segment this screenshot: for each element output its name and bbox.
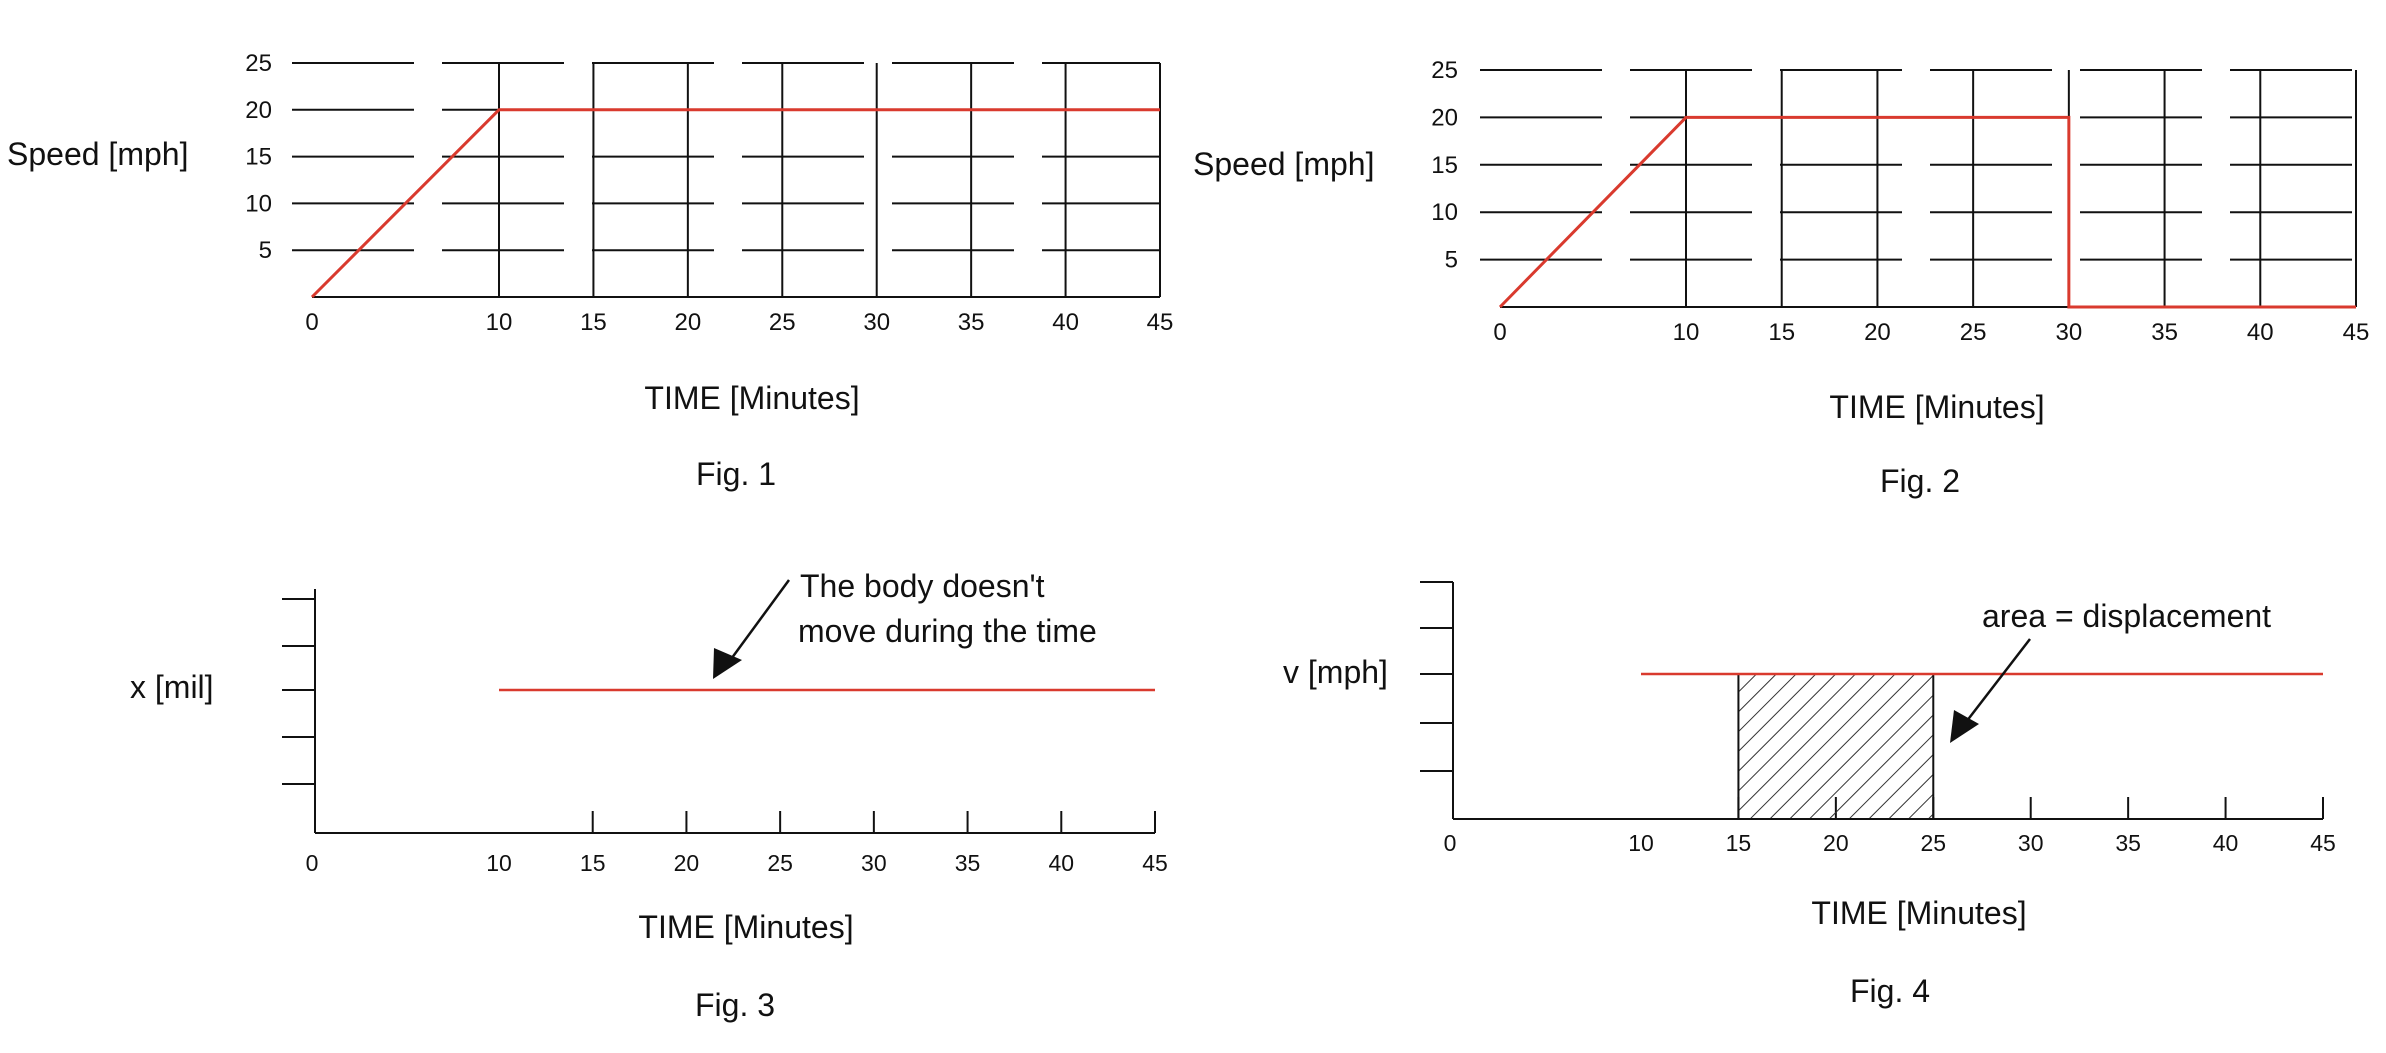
fig4-shaded-area: [1737, 673, 1935, 820]
fig2-x-tick-label: 30: [2056, 319, 2083, 346]
fig3-x-tick-label: 10: [486, 850, 512, 876]
fig1-x-tick-label: 0: [305, 309, 318, 336]
fig3-y-axis-label: x [mil]: [130, 669, 214, 705]
fig2-y-tick-label: 20: [1431, 104, 1458, 131]
fig1-y-tick-label: 25: [245, 50, 272, 77]
fig1-x-tick-label: 30: [863, 309, 890, 336]
fig2-ticks: 0 10 15 20 25 30 35 40 45 5 10 15 20 25: [1431, 57, 2369, 346]
fig1-ticks: 0 10 15 20 25 30 35 40 45 5 10 15 20 25: [245, 50, 1173, 336]
fig3-annotation-line-2: move during the time: [798, 613, 1097, 649]
fig1-x-axis-label: TIME [Minutes]: [644, 380, 859, 416]
fig2-y-tick-label: 5: [1445, 247, 1458, 274]
fig2-y-tick-label: 25: [1431, 57, 1458, 84]
fig2-x-tick-label: 0: [1493, 319, 1506, 346]
fig3-x-tick-label: 35: [955, 850, 981, 876]
fig1-caption: Fig. 1: [696, 456, 776, 492]
fig2-x-tick-label: 45: [2343, 319, 2370, 346]
fig4-annotation: area = displacement: [1982, 598, 2271, 634]
fig2-grid: [1480, 69, 2357, 308]
fig3-axes: [282, 589, 1156, 834]
fig2-x-tick-label: 20: [1864, 319, 1891, 346]
fig2-y-tick-label: 10: [1431, 199, 1458, 226]
fig4-hatched-rect: [1737, 673, 1935, 820]
fig4-y-axis-label: v [mph]: [1283, 654, 1388, 690]
fig3-x-tick-label: 40: [1048, 850, 1074, 876]
fig3-x-tick-label: 30: [861, 850, 887, 876]
fig4-x-tick-label: 25: [1920, 830, 1946, 856]
fig1-x-tick-label: 20: [675, 309, 702, 336]
fig2-x-tick-label: 35: [2151, 319, 2178, 346]
fig3-x-tick-label: 45: [1142, 850, 1168, 876]
fig3-x-tick-label: 0: [306, 850, 319, 876]
fig1-x-tick-label: 45: [1147, 309, 1174, 336]
fig1-series: [310, 108, 1160, 299]
fig4-x-tick-label: 45: [2310, 830, 2336, 856]
fig1-y-tick-label: 15: [245, 144, 272, 171]
fig2-series: [1498, 115, 2356, 309]
figure-3: 0 10 15 20 25 30 35 40 45 x [mil] TIME [Minutes]…: [0, 524, 1193, 1048]
fig3-annotation-arrow: [713, 579, 791, 679]
figure-1: 0 10 15 20 25 30 35 40 45 5 10 15 20 25 Speed [mph] T…: [0, 0, 1193, 524]
fig2-caption: Fig. 2: [1880, 463, 1960, 499]
fig2-chart-svg: 0 10 15 20 25 30 35 40 45 5 10 15 20 25 Speed [mph] T…: [1193, 57, 2369, 499]
fig4-ticks: 0 10 15 20 25 30 35 40 45: [1444, 830, 2336, 856]
figure-4: 0 10 15 20 25 30 35 40 45 v [mph] TIME [Minutes]…: [1193, 524, 2386, 1048]
fig2-y-tick-label: 15: [1431, 152, 1458, 179]
fig4-x-tick-label: 40: [2213, 830, 2239, 856]
fig4-chart-svg: 0 10 15 20 25 30 35 40 45 v [mph] TIME [Minutes]…: [1283, 581, 2336, 1009]
fig4-annotation-arrow: [1950, 638, 2031, 743]
fig4-x-tick-label: 0: [1444, 830, 1457, 856]
figure-2: 0 10 15 20 25 30 35 40 45 5 10 15 20 25 Speed [mph] T…: [1193, 0, 2386, 524]
fig1-y-axis-label: Speed [mph]: [7, 136, 188, 172]
fig1-y-tick-label: 20: [245, 97, 272, 124]
fig1-x-tick-label: 25: [769, 309, 796, 336]
fig4-x-tick-label: 10: [1628, 830, 1654, 856]
fig4-x-tick-label: 20: [1823, 830, 1849, 856]
fig3-x-axis-label: TIME [Minutes]: [638, 909, 853, 945]
fig4-x-tick-label: 30: [2018, 830, 2044, 856]
fig4-x-tick-label: 35: [2115, 830, 2141, 856]
fig1-x-tick-label: 15: [580, 309, 607, 336]
fig1-y-tick-label: 10: [245, 190, 272, 217]
fig2-speed-line: [1498, 115, 2356, 309]
fig3-chart-svg: 0 10 15 20 25 30 35 40 45 x [mil] TIME [Minutes]…: [130, 568, 1168, 1023]
fig3-x-tick-label: 15: [580, 850, 606, 876]
fig1-y-tick-label: 5: [259, 237, 272, 264]
fig2-x-axis-label: TIME [Minutes]: [1829, 389, 2044, 425]
fig3-caption: Fig. 3: [695, 987, 775, 1023]
fig4-x-tick-label: 15: [1726, 830, 1752, 856]
fig3-x-tick-label: 25: [767, 850, 793, 876]
fig1-x-tick-label: 40: [1052, 309, 1079, 336]
fig1-x-tick-label: 10: [486, 309, 513, 336]
fig2-x-tick-label: 15: [1768, 319, 1795, 346]
fig1-chart-svg: 0 10 15 20 25 30 35 40 45 5 10 15 20 25 Speed [mph] T…: [7, 50, 1173, 492]
fig3-x-tick-label: 20: [674, 850, 700, 876]
fig3-ticks: 0 10 15 20 25 30 35 40 45: [306, 850, 1168, 876]
fig2-x-tick-label: 25: [1960, 319, 1987, 346]
fig2-x-tick-label: 10: [1673, 319, 1700, 346]
fig1-x-tick-label: 35: [958, 309, 985, 336]
fig4-caption: Fig. 4: [1850, 973, 1930, 1009]
fig3-annotation-line-1: The body doesn't: [800, 568, 1045, 604]
fig1-speed-line: [310, 108, 1160, 299]
fig1-grid: [292, 62, 1161, 298]
fig2-x-tick-label: 40: [2247, 319, 2274, 346]
fig4-x-axis-label: TIME [Minutes]: [1811, 895, 2026, 931]
fig2-y-axis-label: Speed [mph]: [1193, 146, 1374, 182]
